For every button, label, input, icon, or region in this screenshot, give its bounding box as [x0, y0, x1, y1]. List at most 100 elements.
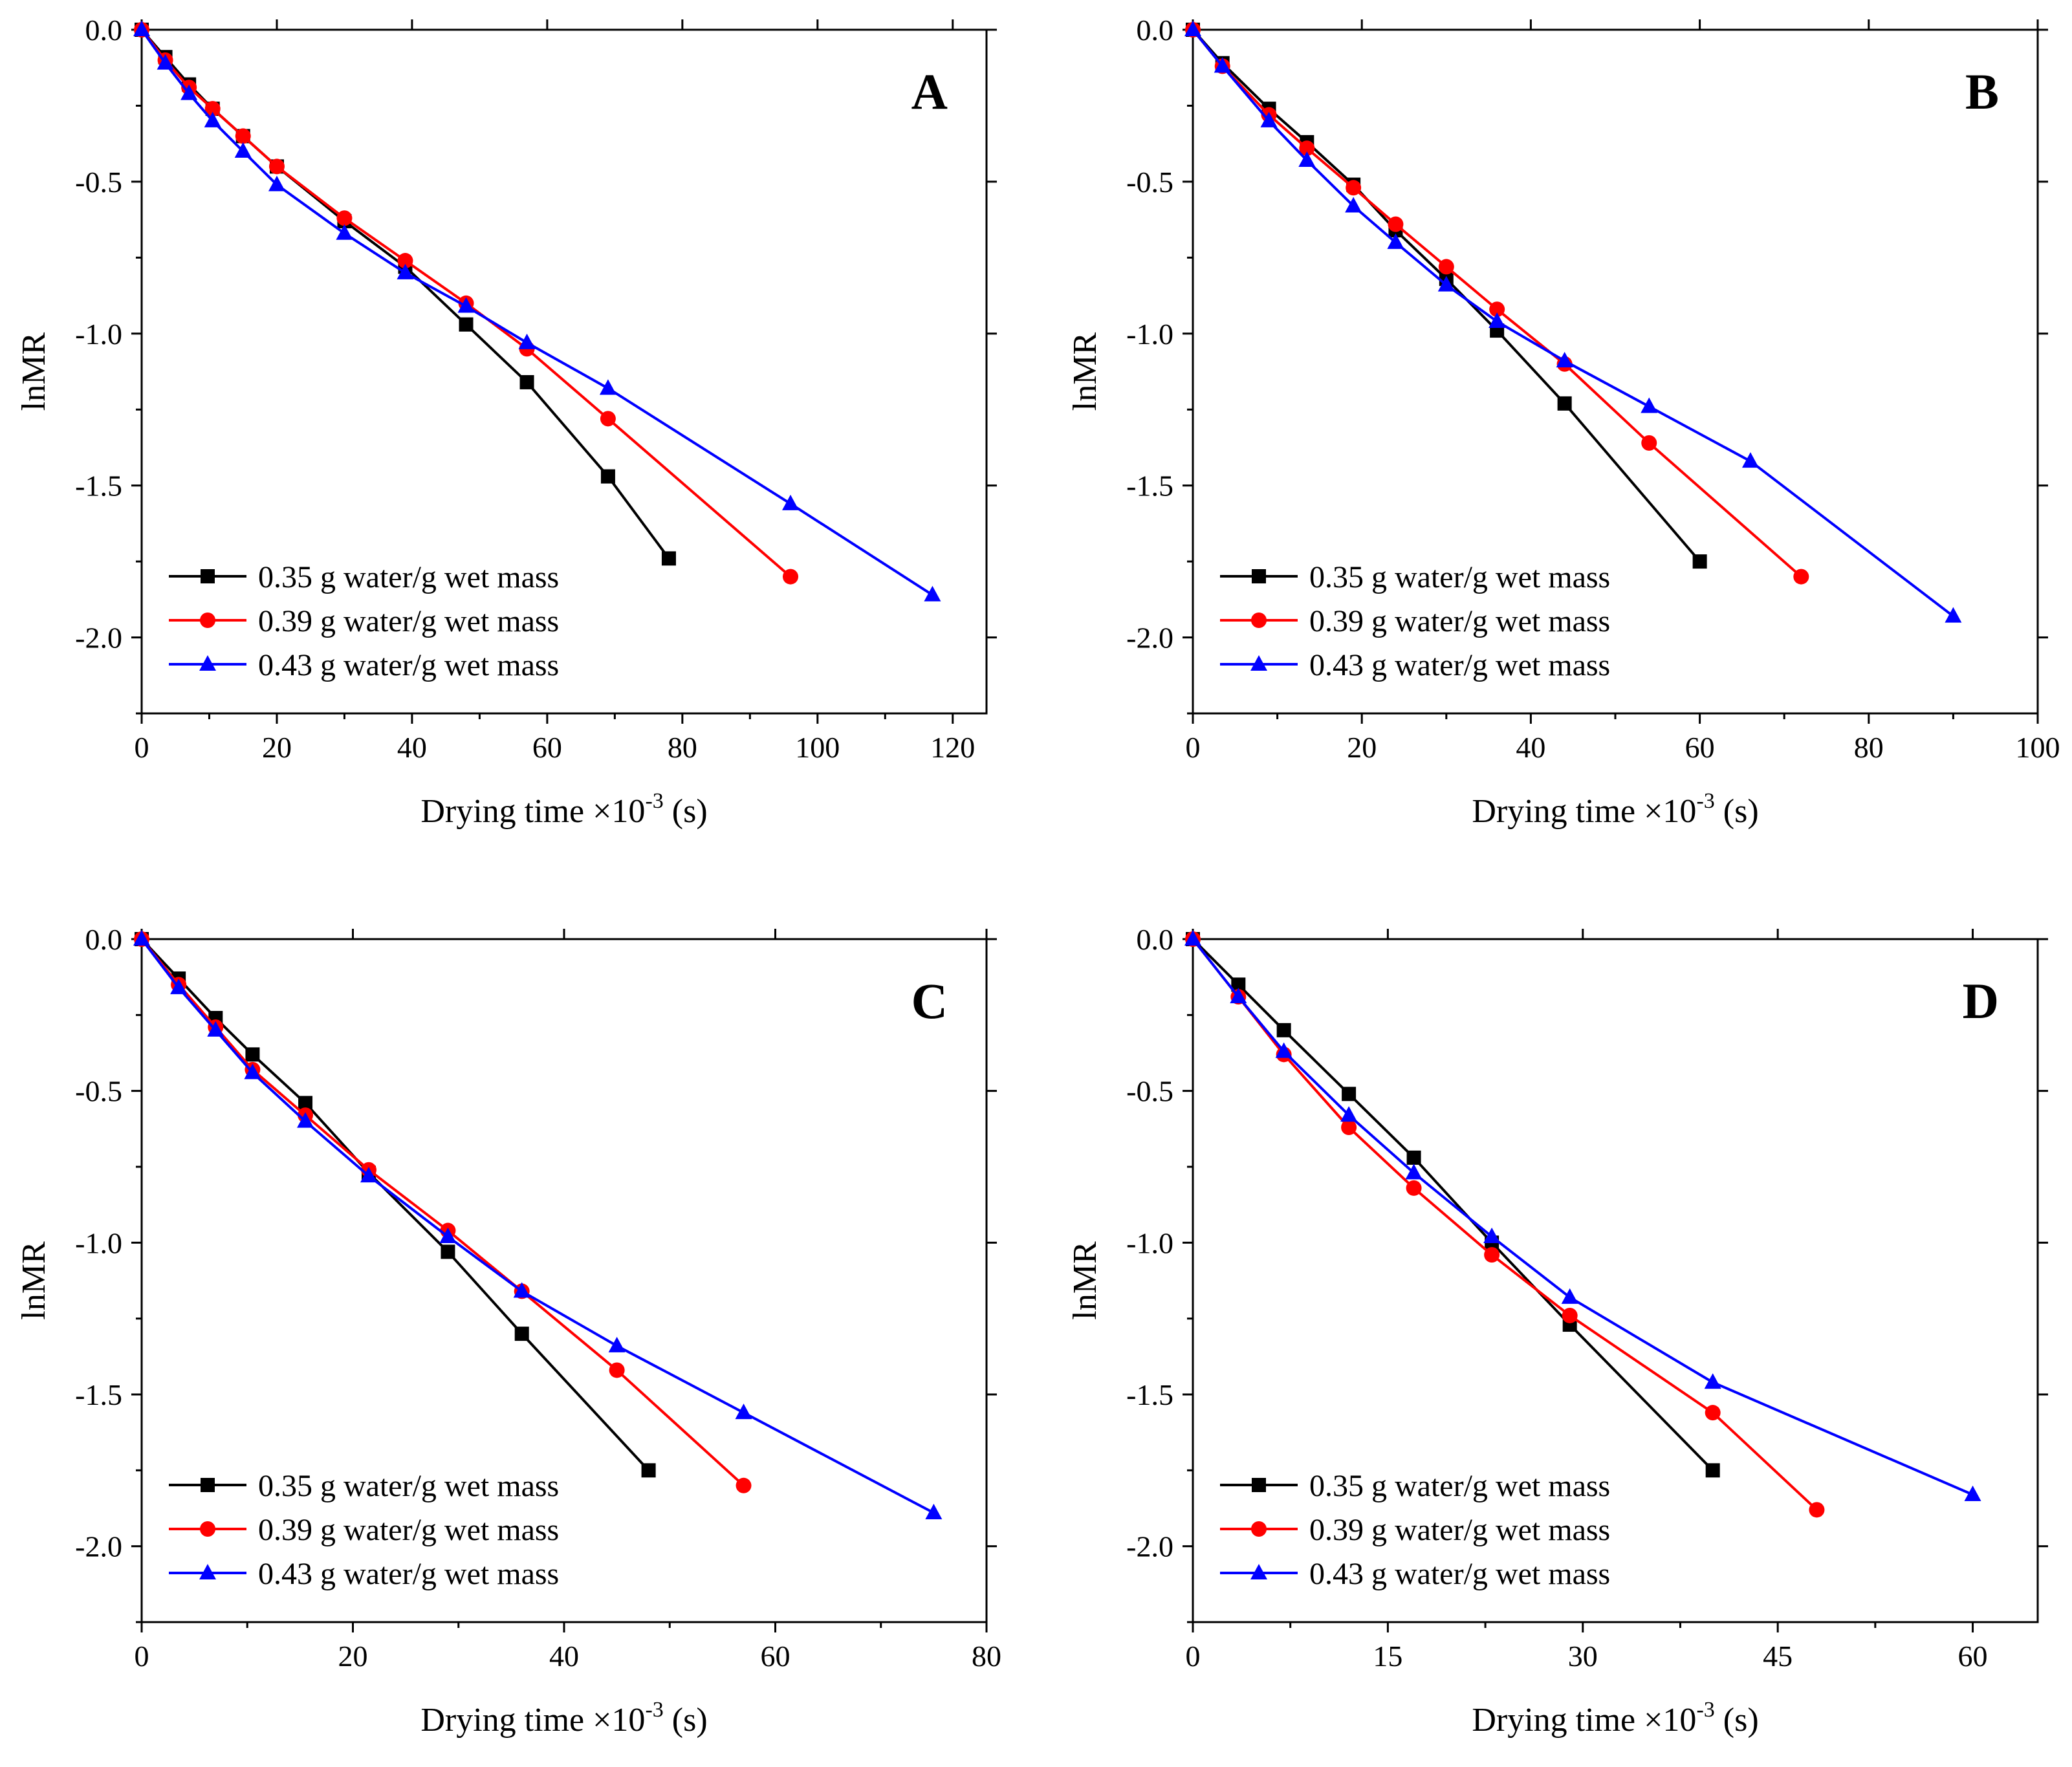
- data-point: [1557, 396, 1572, 411]
- data-point: [336, 224, 353, 240]
- x-axis-label-unit: (s): [1715, 1702, 1759, 1739]
- x-tick-label: 30: [1568, 1640, 1598, 1673]
- data-point: [518, 333, 536, 349]
- data-point: [1346, 180, 1362, 196]
- data-point: [609, 1362, 625, 1378]
- plot-frame: [1192, 938, 2039, 1623]
- series-line: [140, 28, 933, 596]
- legend-marker: [199, 655, 216, 671]
- data-point: [204, 111, 221, 127]
- x-tick-label: 40: [1516, 731, 1545, 764]
- data-point: [1556, 352, 1573, 368]
- data-point: [157, 54, 174, 70]
- panel-label: B: [1965, 63, 1999, 120]
- chart-panel-c: 0 20 40 60 80 0.0 -0.5 -1.0 -1.5 -2.0 Drying time …: [16, 923, 1001, 1739]
- legend-item: 0.43 g water/g wet mass: [1220, 1557, 1610, 1591]
- data-point: [235, 128, 251, 144]
- data-point: [1406, 1180, 1422, 1196]
- legend-item: 0.39 g water/g wet mass: [169, 1513, 559, 1547]
- data-point: [1641, 435, 1657, 451]
- series-2: [1185, 931, 1825, 1518]
- legend: 0.35 g water/g wet mass 0.39 g water/g we…: [1220, 1469, 1610, 1591]
- legend-label: 0.43 g water/g wet mass: [258, 1557, 559, 1591]
- legend-label: 0.35 g water/g wet mass: [1309, 560, 1610, 594]
- series-line: [1192, 28, 1954, 618]
- panel-label: C: [911, 973, 948, 1029]
- data-point: [1964, 1485, 1981, 1501]
- legend-item: 0.35 g water/g wet mass: [169, 1469, 559, 1503]
- series-line: [1192, 938, 1974, 1496]
- data-point: [133, 21, 150, 36]
- data-point: [1299, 140, 1315, 157]
- x-axis-label-text: Drying time ×10: [1472, 793, 1696, 830]
- data-point: [397, 253, 413, 269]
- y-tick-label: -2.0: [1126, 622, 1173, 655]
- data-point: [641, 1463, 656, 1478]
- legend-label: 0.43 g water/g wet mass: [1309, 648, 1610, 682]
- x-tick-label: 60: [532, 731, 562, 764]
- data-point: [1561, 1288, 1578, 1304]
- x-axis-label: Drying time ×10-3 (s): [420, 789, 707, 830]
- legend-label: 0.39 g water/g wet mass: [258, 604, 559, 638]
- data-point: [1641, 397, 1658, 413]
- y-tick-label: -2.0: [1126, 1530, 1173, 1563]
- y-tick-label: 0.0: [1137, 923, 1174, 956]
- panel-label: A: [911, 63, 948, 120]
- legend-item: 0.35 g water/g wet mass: [169, 560, 559, 594]
- y-tick-label: -1.5: [75, 1378, 122, 1411]
- x-tick-label: 100: [2016, 731, 2060, 764]
- data-point: [1489, 301, 1505, 318]
- x-tick-label: 0: [135, 731, 149, 764]
- x-tick-label: 60: [761, 1640, 791, 1673]
- data-point: [513, 1282, 530, 1298]
- legend-item: 0.39 g water/g wet mass: [1220, 604, 1610, 638]
- data-point: [924, 585, 941, 602]
- legend-item: 0.35 g water/g wet mass: [1220, 1469, 1610, 1503]
- data-point: [1809, 1502, 1825, 1518]
- legend-item: 0.35 g water/g wet mass: [1220, 560, 1610, 594]
- x-tick-label: 0: [1186, 1640, 1201, 1673]
- y-tick-label: -1.0: [1126, 1226, 1173, 1259]
- data-point: [514, 1327, 529, 1341]
- x-tick-label: 15: [1373, 1640, 1402, 1673]
- data-point: [1484, 1247, 1500, 1263]
- x-axis-label: Drying time ×10-3 (s): [420, 1698, 707, 1739]
- series-2: [134, 931, 752, 1493]
- x-tick-label: 45: [1763, 1640, 1793, 1673]
- series-3: [1184, 930, 1981, 1501]
- data-point: [297, 1112, 314, 1128]
- data-point: [234, 142, 252, 158]
- legend-marker: [201, 1478, 215, 1492]
- legend-label: 0.39 g water/g wet mass: [1309, 1513, 1610, 1547]
- data-point: [207, 1021, 224, 1037]
- series-line: [1192, 938, 1714, 1471]
- series-1: [1186, 23, 1707, 569]
- data-point: [735, 1404, 752, 1420]
- data-point: [1388, 216, 1404, 232]
- data-point: [599, 379, 616, 395]
- x-axis-label: Drying time ×10-3 (s): [1472, 789, 1758, 830]
- data-point: [244, 1063, 261, 1079]
- y-tick-label: -2.0: [75, 622, 122, 655]
- y-tick-label: -0.5: [1126, 166, 1173, 199]
- x-tick-label: 100: [795, 731, 840, 764]
- legend-label: 0.35 g water/g wet mass: [1309, 1469, 1610, 1503]
- data-point: [1704, 1373, 1721, 1389]
- data-point: [1562, 1307, 1578, 1323]
- data-point: [782, 494, 800, 510]
- y-tick-label: -0.5: [75, 166, 122, 199]
- x-tick-label: 0: [135, 1640, 149, 1673]
- series-line: [140, 938, 745, 1487]
- legend-label: 0.39 g water/g wet mass: [1309, 604, 1610, 638]
- data-point: [1741, 452, 1759, 468]
- legend-marker: [200, 612, 215, 628]
- x-axis-label-exponent: -3: [645, 1698, 663, 1722]
- data-point: [268, 158, 285, 175]
- data-point: [1692, 554, 1707, 569]
- legend-marker: [1252, 569, 1266, 583]
- data-point: [600, 411, 616, 427]
- legend-item: 0.39 g water/g wet mass: [1220, 1513, 1610, 1547]
- panel-label: D: [1963, 973, 1999, 1029]
- data-point: [1705, 1463, 1720, 1478]
- legend-item: 0.43 g water/g wet mass: [169, 1557, 559, 1591]
